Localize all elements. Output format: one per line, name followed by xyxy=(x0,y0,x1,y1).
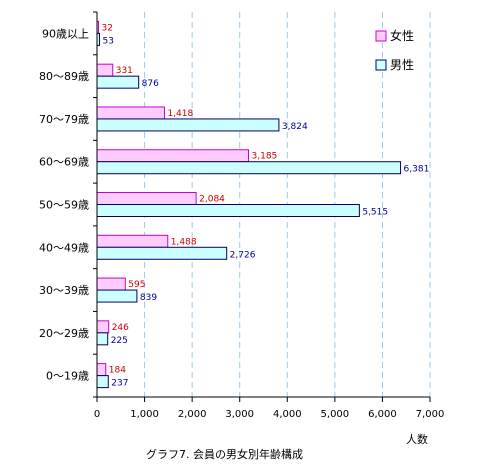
legend-label-male: 男性 xyxy=(390,58,414,72)
category-label: 90歳以上 xyxy=(42,27,89,40)
value-label-male: 53 xyxy=(103,36,114,46)
bars xyxy=(96,20,402,389)
bar-female xyxy=(96,106,165,120)
value-label-male: 5,515 xyxy=(362,208,388,218)
x-tick-label: 4,000 xyxy=(273,409,302,420)
x-tick-label: 1,000 xyxy=(130,409,159,420)
bar-female xyxy=(96,192,197,205)
bar-female xyxy=(96,149,250,163)
bar-female xyxy=(96,234,169,248)
category-label: 50〜59歳 xyxy=(39,199,89,212)
category-label: 80〜89歳 xyxy=(39,70,89,83)
x-tick-label: 2,000 xyxy=(178,409,207,420)
bar-male xyxy=(96,75,140,89)
bar-male xyxy=(96,332,109,346)
legend: 女性 男性 xyxy=(375,28,414,72)
bar-male xyxy=(96,246,228,260)
bar-female xyxy=(96,320,110,334)
bar-male xyxy=(96,118,280,132)
value-label-female: 3,185 xyxy=(252,152,278,162)
value-label-female: 1,488 xyxy=(171,237,197,247)
x-tick-label: 3,000 xyxy=(225,409,254,420)
category-label: 30〜39歳 xyxy=(39,284,89,297)
category-label: 70〜79歳 xyxy=(39,113,89,126)
value-label-male: 876 xyxy=(142,79,159,89)
value-label-female: 246 xyxy=(112,323,129,333)
chart-title: グラフ7. 会員の男女別年齢構成 xyxy=(146,447,303,461)
bar-female xyxy=(96,363,107,377)
bar-male xyxy=(96,204,360,217)
x-tick-label: 6,000 xyxy=(368,409,397,420)
bar-male xyxy=(96,289,138,303)
category-label: 40〜49歳 xyxy=(39,241,89,254)
x-axis-label: 人数 xyxy=(406,433,428,446)
value-label-male: 2,726 xyxy=(230,250,256,260)
category-label: 60〜69歳 xyxy=(39,156,89,169)
value-label-female: 184 xyxy=(109,366,126,376)
category-labels: 90歳以上 80〜89歳 70〜79歳 60〜69歳 50〜59歳 40〜49歳 30〜39… xyxy=(39,27,89,382)
axes xyxy=(93,11,431,402)
value-label-female: 595 xyxy=(128,280,145,290)
value-label-female: 32 xyxy=(102,23,113,33)
bar-female xyxy=(96,63,114,77)
x-tick-label: 0 xyxy=(94,409,100,420)
x-tick-labels: 0 1,000 2,000 3,000 4,000 5,000 6,000 7,000 xyxy=(94,409,445,420)
bar-female xyxy=(96,277,126,291)
value-label-male: 3,824 xyxy=(282,122,308,132)
value-label-female: 1,418 xyxy=(167,109,193,119)
legend-label-female: 女性 xyxy=(390,28,414,43)
x-tick-label: 7,000 xyxy=(416,409,445,420)
value-label-male: 237 xyxy=(111,379,128,389)
value-label-female: 331 xyxy=(116,66,133,76)
category-label: 20〜29歳 xyxy=(39,327,89,340)
value-labels: 32 53 331 876 1,418 3,824 3,185 6,381 2,084 5,515… xyxy=(102,23,430,388)
category-label: 0〜19歳 xyxy=(46,370,89,383)
bar-male xyxy=(96,375,109,389)
value-label-male: 839 xyxy=(140,293,157,303)
legend-swatch-male xyxy=(375,59,387,71)
value-label-female: 2,084 xyxy=(199,195,225,205)
value-label-male: 225 xyxy=(111,336,128,346)
x-tick-label: 5,000 xyxy=(321,409,350,420)
bar-male xyxy=(96,161,402,175)
legend-swatch-female xyxy=(375,30,387,42)
value-label-male: 6,381 xyxy=(404,165,430,175)
